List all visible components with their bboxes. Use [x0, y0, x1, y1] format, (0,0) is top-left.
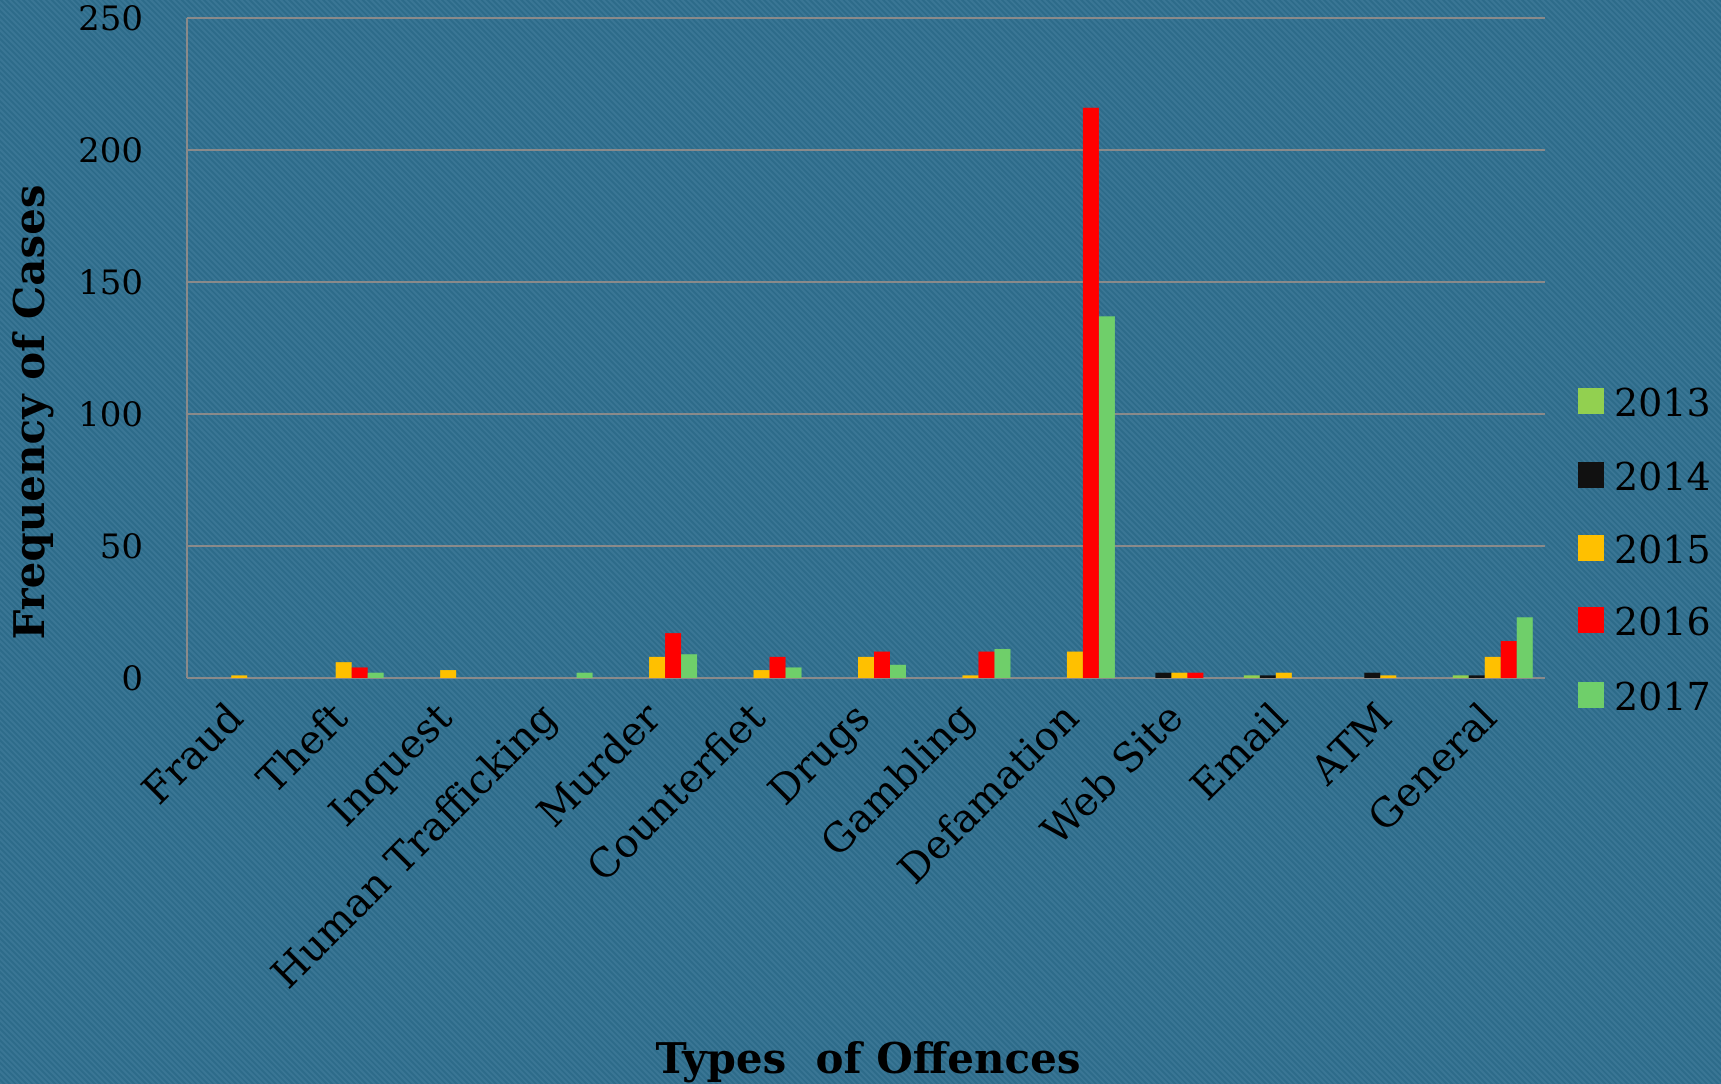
bar-email-2015: [1275, 672, 1292, 678]
bar-murder-2017: [681, 654, 698, 678]
bar-murder-2015: [649, 656, 666, 678]
bar-web-site-2016: [1187, 672, 1204, 678]
legend-swatch-2017: [1578, 682, 1604, 708]
y-tick-label: 50: [100, 527, 143, 567]
bar-email-2014: [1259, 675, 1276, 678]
y-axis-ticks: 0 50 100 150 200 250: [78, 0, 143, 699]
bar-email-2013: [1243, 675, 1260, 678]
bar-atm-2015: [1380, 675, 1397, 678]
x-tick-label: ATM: [1301, 695, 1401, 795]
x-axis-title: Types of Offences: [656, 1034, 1081, 1083]
bar-drugs-2015: [858, 656, 874, 678]
legend-label-2014: 2014: [1614, 455, 1711, 499]
bar-murder-2016: [665, 633, 682, 678]
bar-general-2014: [1468, 675, 1485, 678]
legend-swatch-2015: [1578, 535, 1604, 561]
legend-swatch-2013: [1578, 388, 1604, 414]
y-tick-label: 150: [78, 263, 143, 303]
bar-theft-2016: [351, 667, 368, 678]
bar-drugs-2017: [890, 664, 906, 678]
bar-counterfiet-2016: [769, 656, 786, 678]
legend-label-2013: 2013: [1614, 381, 1711, 425]
bars: [231, 107, 1533, 678]
legend-swatch-2016: [1578, 607, 1604, 633]
bar-gambling-2017: [994, 648, 1011, 678]
bar-web-site-2014: [1155, 672, 1172, 678]
bar-counterfiet-2015: [753, 670, 770, 678]
bar-general-2017: [1516, 617, 1533, 678]
bar-human-trafficking-2017: [576, 672, 593, 678]
legend-label-2015: 2015: [1614, 528, 1711, 572]
x-tick-label: Fraud: [133, 695, 252, 814]
legend-label-2017: 2017: [1614, 675, 1711, 719]
bar-defamation-2015: [1066, 651, 1083, 678]
x-tick-label: Email: [1182, 695, 1297, 810]
bar-gambling-2016: [978, 651, 995, 678]
y-tick-label: 100: [78, 395, 143, 435]
bar-theft-2017: [367, 672, 384, 678]
legend-swatch-2014: [1578, 462, 1604, 488]
bar-general-2016: [1500, 641, 1517, 678]
bar-counterfiet-2017: [785, 667, 802, 678]
x-tick-label: Defamation: [889, 695, 1088, 894]
legend-label-2016: 2016: [1614, 600, 1711, 644]
gridlines: [186, 17, 1545, 679]
bar-defamation-2017: [1098, 316, 1115, 678]
bar-defamation-2016: [1082, 107, 1099, 678]
bar-fraud-2015: [231, 675, 248, 678]
bar-general-2015: [1484, 656, 1501, 678]
legend: 2013 2014 2015 2016 2017: [1578, 381, 1711, 719]
bar-drugs-2016: [874, 651, 890, 678]
y-tick-label: 200: [78, 131, 143, 171]
bar-general-2013: [1452, 675, 1469, 678]
bar-gambling-2015: [962, 675, 979, 678]
y-tick-label: 250: [78, 0, 143, 39]
y-axis-title: Frequency of Cases: [5, 184, 54, 639]
bar-theft-2015: [335, 662, 352, 678]
y-tick-label: 0: [121, 659, 143, 699]
bar-inquest-2015: [440, 670, 457, 678]
bar-atm-2014: [1364, 672, 1381, 678]
bar-web-site-2015: [1171, 672, 1188, 678]
